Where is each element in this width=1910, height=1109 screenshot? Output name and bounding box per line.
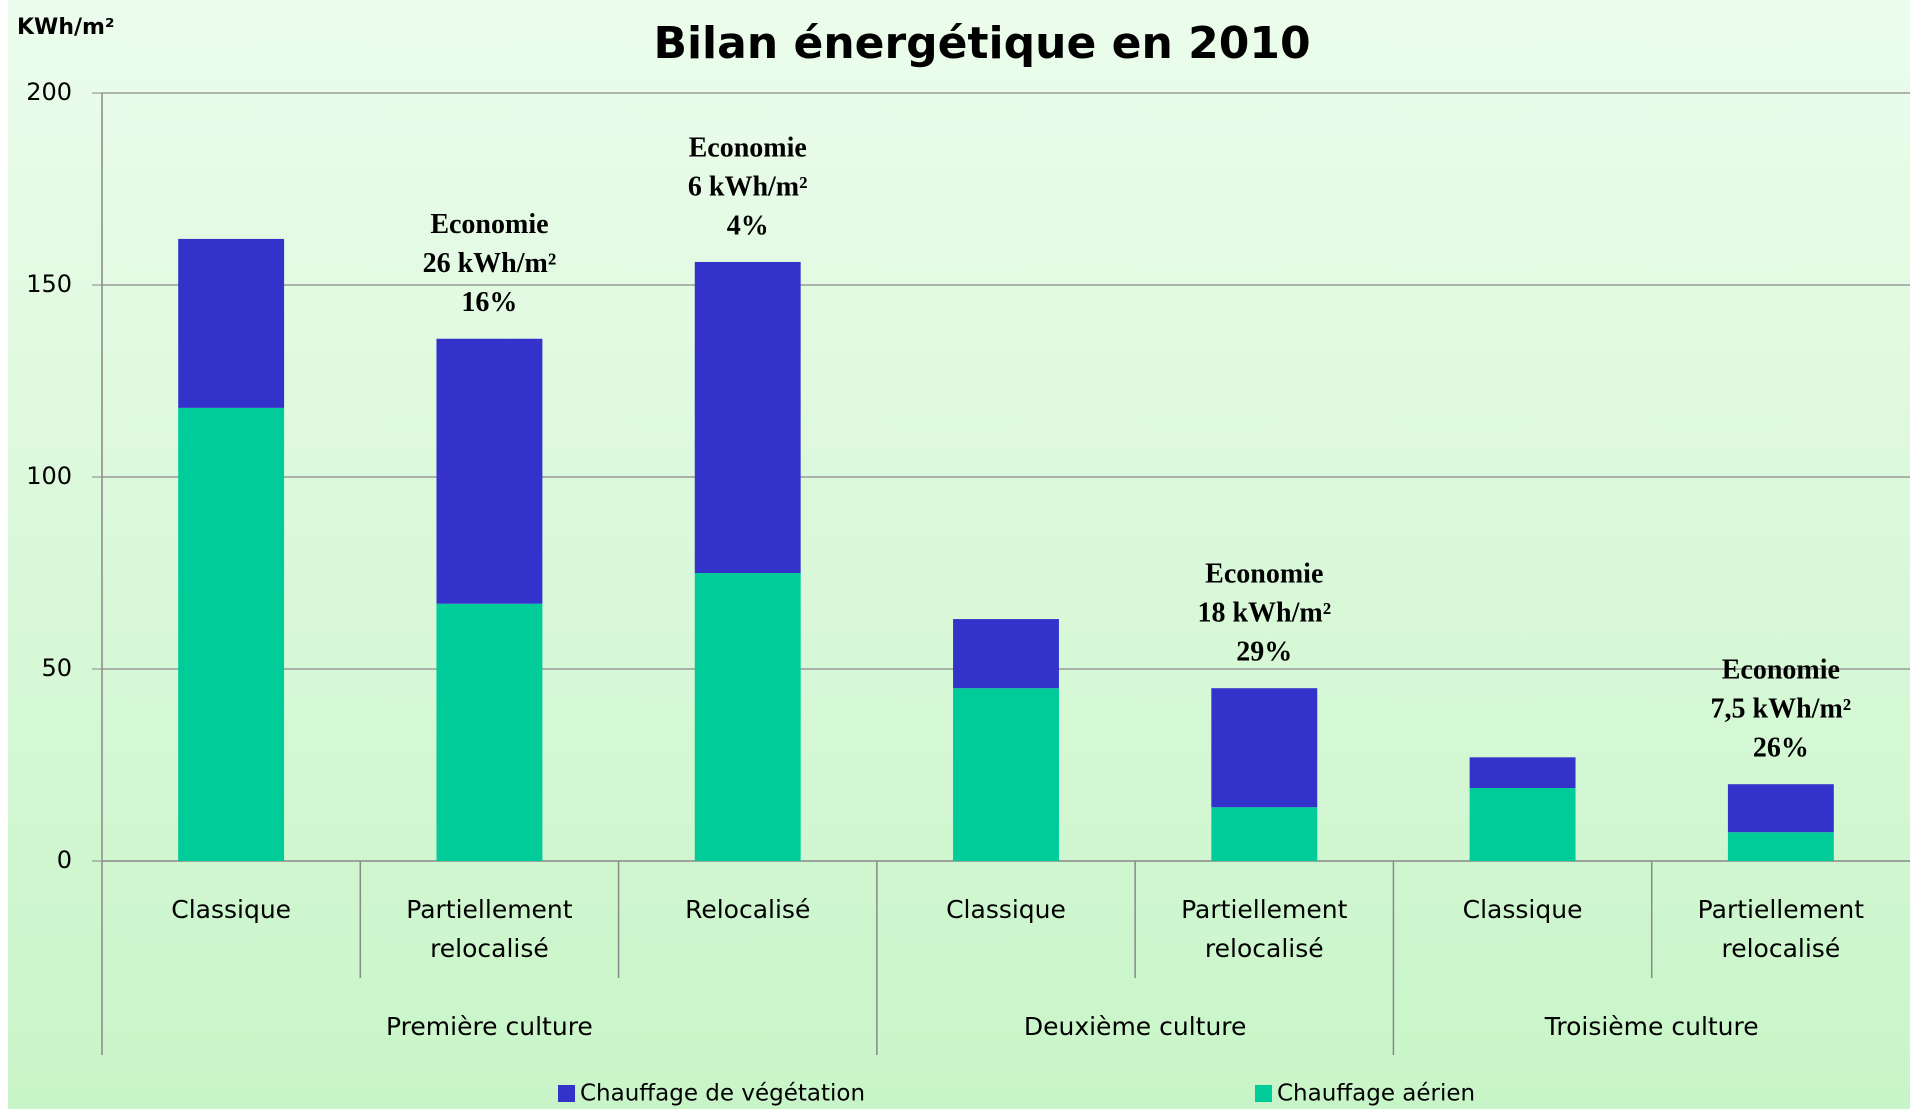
group-label: Deuxième culture xyxy=(1024,1012,1247,1041)
x-tick-label-line: Classique xyxy=(1463,895,1583,924)
x-tick-label-line: Partiellement xyxy=(1698,895,1865,924)
annotation: 26% xyxy=(1753,733,1809,764)
annotation: 26 kWh/m² xyxy=(423,248,557,279)
x-tick-label: Classique xyxy=(946,895,1066,924)
chart-title: Bilan énergétique en 2010 xyxy=(653,18,1310,69)
annotation: 29% xyxy=(1236,637,1292,668)
bar-segment xyxy=(178,407,285,861)
bar-segment xyxy=(1211,807,1318,861)
bar-segment xyxy=(953,619,1059,689)
y-tick-label: 150 xyxy=(26,270,72,298)
bar-segment xyxy=(1469,757,1576,789)
bar-segment xyxy=(1211,688,1318,808)
bar-segment xyxy=(1727,784,1834,833)
x-tick-label: Classique xyxy=(1463,895,1583,924)
x-tick-label-line: Classique xyxy=(946,895,1066,924)
bar-segment xyxy=(178,238,285,408)
legend-label: Chauffage de végétation xyxy=(580,1081,865,1107)
y-tick-label: 200 xyxy=(26,78,72,106)
x-tick-label: Partiellement relocalisé xyxy=(1181,895,1348,963)
x-tick-label-line: Partiellement xyxy=(1181,895,1348,924)
bar-segment xyxy=(1727,832,1834,861)
bar-segment xyxy=(1469,788,1576,861)
bar-segment xyxy=(436,338,543,604)
bar-segment xyxy=(953,688,1059,861)
group-label: Troisième culture xyxy=(1544,1012,1759,1041)
x-tick-label-line: Partiellement xyxy=(406,895,573,924)
annotation: Economie xyxy=(1722,655,1840,686)
annotation: Economie xyxy=(1205,559,1323,590)
annotation: 7,5 kWh/m² xyxy=(1711,694,1852,725)
x-tick-label-line: Classique xyxy=(171,895,291,924)
annotation: Economie xyxy=(430,209,548,240)
bar-segment xyxy=(694,573,801,861)
y-tick-label: 100 xyxy=(26,462,72,490)
x-tick-label-line: relocalisé xyxy=(1205,934,1324,963)
bar-segment xyxy=(694,261,801,573)
x-tick-label-line: relocalisé xyxy=(430,934,549,963)
x-tick-label: Classique xyxy=(171,895,291,924)
y-axis-label: KWh/m² xyxy=(17,15,115,40)
background xyxy=(8,0,1910,1109)
group-label: Première culture xyxy=(386,1012,593,1041)
annotation: Economie xyxy=(689,132,807,163)
y-tick-label: 0 xyxy=(57,846,72,874)
legend-swatch xyxy=(1255,1085,1272,1102)
x-tick-label: Partiellement relocalisé xyxy=(1698,895,1865,963)
x-tick-label-line: Relocalisé xyxy=(685,895,810,924)
legend-swatch xyxy=(558,1085,575,1102)
x-tick-label: Partiellement relocalisé xyxy=(406,895,573,963)
annotation: 16% xyxy=(461,287,517,318)
legend-label: Chauffage aérien xyxy=(1277,1081,1475,1107)
x-tick-label-line: relocalisé xyxy=(1721,934,1840,963)
x-tick-label: Relocalisé xyxy=(685,895,810,924)
y-tick-label: 50 xyxy=(41,654,72,682)
annotation: 4% xyxy=(727,210,769,241)
annotation: 18 kWh/m² xyxy=(1197,598,1331,629)
annotation: 6 kWh/m² xyxy=(688,171,808,202)
bar-segment xyxy=(436,603,543,861)
